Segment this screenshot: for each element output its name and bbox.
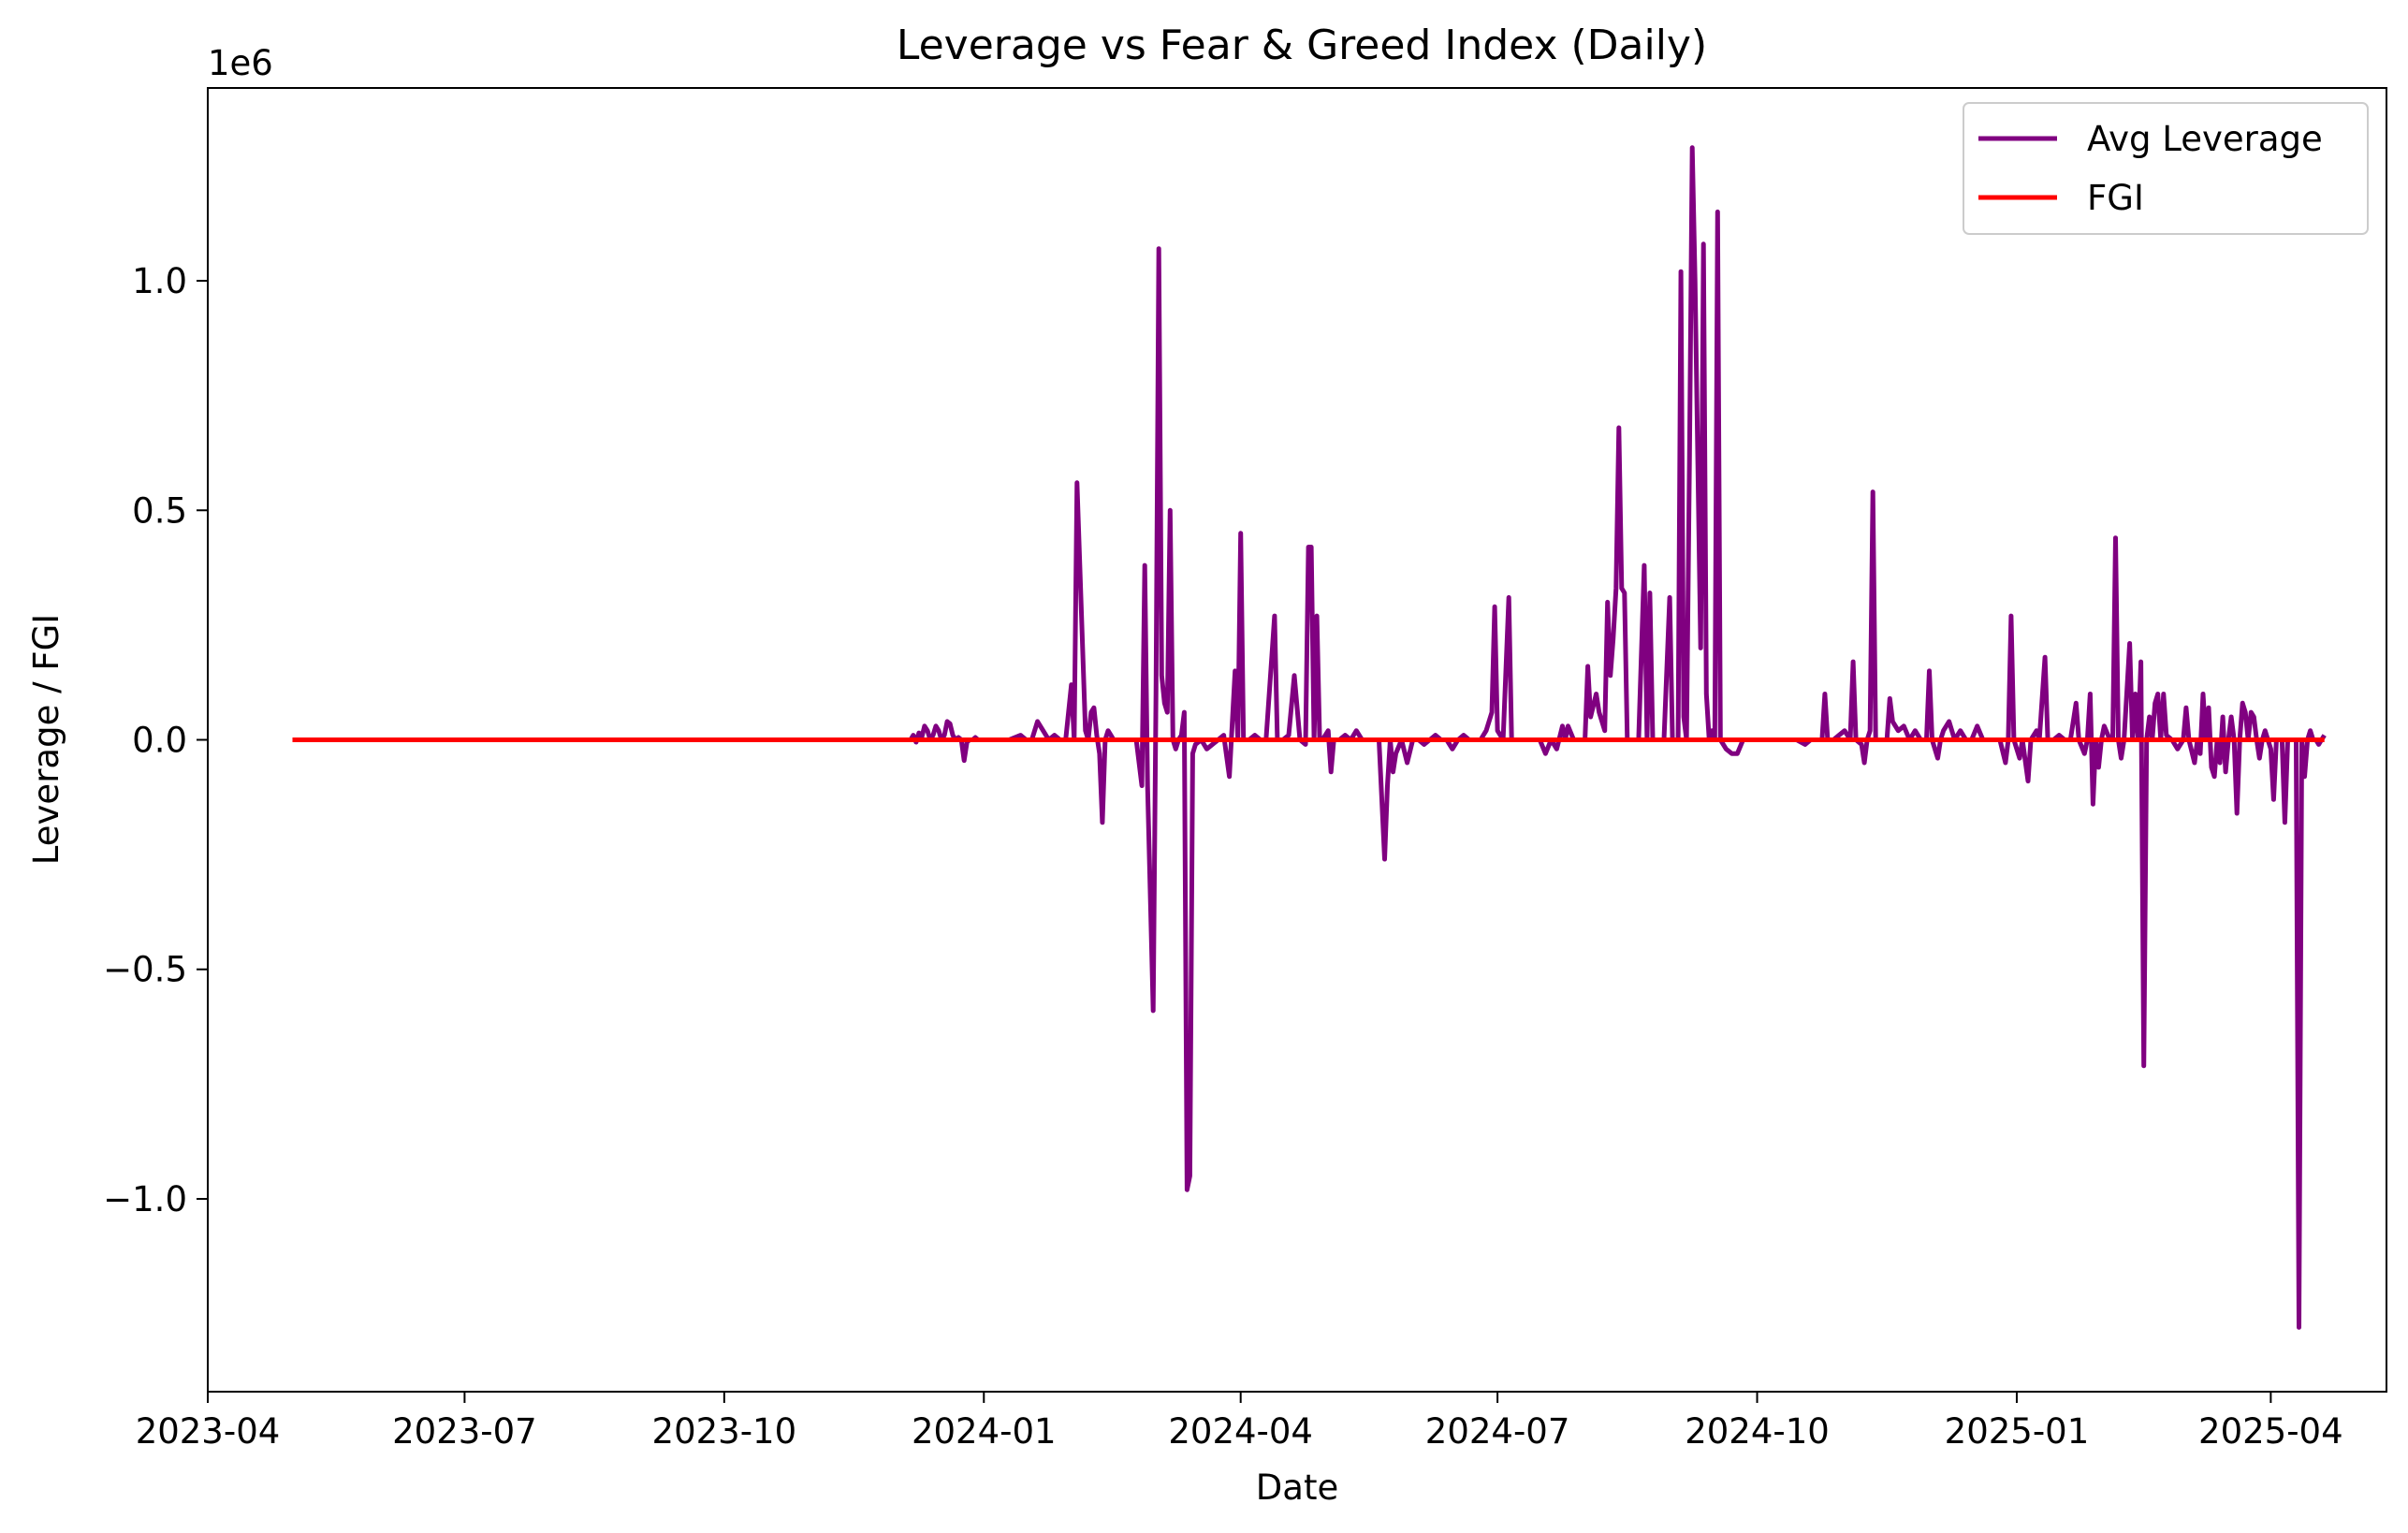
- legend-label-avg-leverage: Avg Leverage: [2087, 119, 2323, 159]
- x-tick-label: 2024-04: [1168, 1411, 1313, 1452]
- series-line-avg-leverage: [908, 145, 2327, 1330]
- x-tick-label: 2023-04: [136, 1411, 281, 1452]
- chart-title: Leverage vs Fear & Greed Index (Daily): [897, 22, 1707, 69]
- y-tick-label: 0.0: [132, 721, 187, 761]
- x-axis-label: Date: [1256, 1467, 1338, 1508]
- y-tick-label: −0.5: [103, 950, 187, 990]
- x-tick-label: 2024-07: [1425, 1411, 1570, 1452]
- y-axis-label: Leverage / FGI: [26, 614, 66, 865]
- x-tick-label: 2023-07: [392, 1411, 537, 1452]
- y-axis-ticks: −1.0 −0.5 0.0 0.5 1.0: [103, 261, 208, 1219]
- legend: Avg Leverage FGI: [1963, 102, 2369, 235]
- plot-lines: [292, 145, 2327, 1330]
- y-tick-label: 0.5: [132, 490, 187, 531]
- x-tick-label: 2024-10: [1685, 1411, 1830, 1452]
- legend-frame: [1963, 102, 2369, 235]
- x-tick-label: 2025-04: [2198, 1411, 2343, 1452]
- x-tick-label: 2025-01: [1945, 1411, 2090, 1452]
- y-tick-label: 1.0: [132, 261, 187, 301]
- x-tick-label: 2024-01: [912, 1411, 1057, 1452]
- y-tick-label: −1.0: [103, 1179, 187, 1219]
- y-axis-offset-label: 1e6: [208, 43, 273, 83]
- x-tick-label: 2023-10: [652, 1411, 797, 1452]
- legend-label-fgi: FGI: [2087, 178, 2144, 218]
- x-axis-ticks: 2023-04 2023-07 2023-10 2024-01 2024-04 2024-…: [136, 1392, 2343, 1452]
